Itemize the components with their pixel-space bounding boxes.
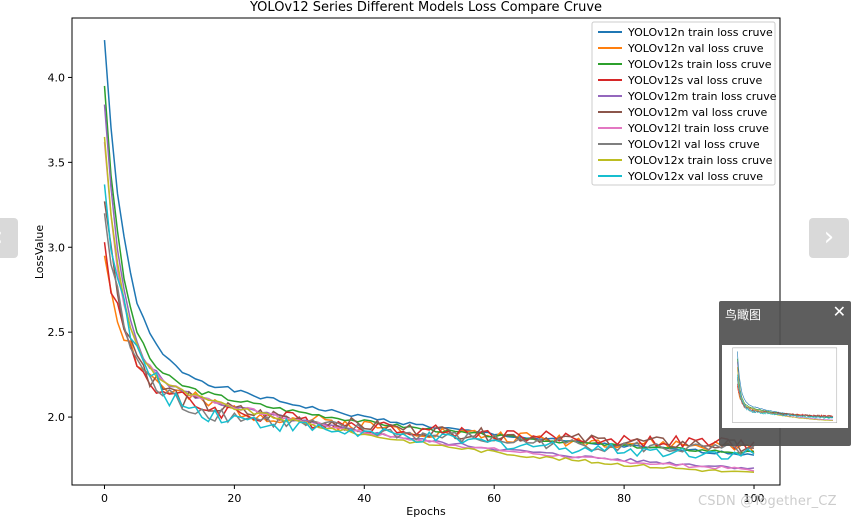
legend-entry: YOLOv12s train loss cruve xyxy=(627,58,772,71)
y-tick-label: 2.0 xyxy=(48,411,66,424)
x-tick-label: 80 xyxy=(617,492,631,505)
plot-frame xyxy=(71,17,781,486)
y-axis-label: LossValue xyxy=(33,225,46,280)
prev-image-button[interactable]: ‹ xyxy=(0,218,18,258)
y-tick-label: 2.5 xyxy=(48,326,66,339)
legend-entry: YOLOv12n train loss cruve xyxy=(627,26,773,39)
thumb-line xyxy=(737,374,834,419)
series-line-10 xyxy=(103,184,755,460)
close-icon[interactable]: ✕ xyxy=(832,302,846,321)
legend-entry: YOLOv12m train loss cruve xyxy=(627,90,777,103)
legend-entry: YOLOv12s val loss cruve xyxy=(627,74,763,87)
chevron-right-icon: › xyxy=(823,222,835,252)
birdseye-panel: 鸟瞰图 ✕ xyxy=(719,301,851,446)
y-axis: 2.0 2.5 3.0 3.5 4.0 xyxy=(48,71,72,424)
y-tick-label: 3.0 xyxy=(48,241,66,254)
thumb-line xyxy=(737,366,834,421)
legend-entry: YOLOv12x train loss cruve xyxy=(627,154,773,167)
chevron-left-icon: ‹ xyxy=(0,222,3,252)
plot-lines xyxy=(103,40,755,474)
y-tick-label: 3.5 xyxy=(48,156,66,169)
legend-entry: YOLOv12l val loss cruve xyxy=(627,138,760,151)
series-line-4 xyxy=(103,242,755,452)
birdseye-thumbnail[interactable] xyxy=(722,345,848,428)
watermark: CSDN @Together_CZ xyxy=(698,494,837,509)
x-tick-label: 20 xyxy=(227,492,241,505)
y-tick-label: 4.0 xyxy=(48,71,66,84)
series-line-6 xyxy=(103,201,755,453)
legend-entry: YOLOv12l train loss cruve xyxy=(627,122,769,135)
thumb-line xyxy=(737,385,834,418)
series-line-7 xyxy=(103,141,755,472)
x-tick-label: 40 xyxy=(357,492,371,505)
thumb-line xyxy=(737,367,834,421)
x-tick-label: 60 xyxy=(487,492,501,505)
x-tick-label: 100 xyxy=(744,492,765,505)
x-tick-label: 0 xyxy=(101,492,108,505)
legend-entry: YOLOv12x val loss cruve xyxy=(627,170,763,183)
next-image-button[interactable]: › xyxy=(809,218,849,258)
legend-entry: YOLOv12n val loss cruve xyxy=(627,42,764,55)
legend-entry: YOLOv12m val loss cruve xyxy=(627,106,767,119)
birdseye-title: 鸟瞰图 xyxy=(725,308,762,322)
series-line-8 xyxy=(103,213,755,456)
series-line-9 xyxy=(103,136,755,474)
x-axis-label: Epochs xyxy=(406,505,446,518)
legend: YOLOv12n train loss cruve YOLOv12n val lo… xyxy=(591,21,777,186)
series-line-3 xyxy=(103,85,755,454)
series-line-2 xyxy=(103,255,755,454)
x-axis: 0 20 40 60 80 100 xyxy=(101,485,765,505)
thumb-frame xyxy=(732,347,838,423)
legend-box xyxy=(591,21,776,186)
chart-title: YOLOv12 Series Different Models Loss Com… xyxy=(249,0,602,15)
